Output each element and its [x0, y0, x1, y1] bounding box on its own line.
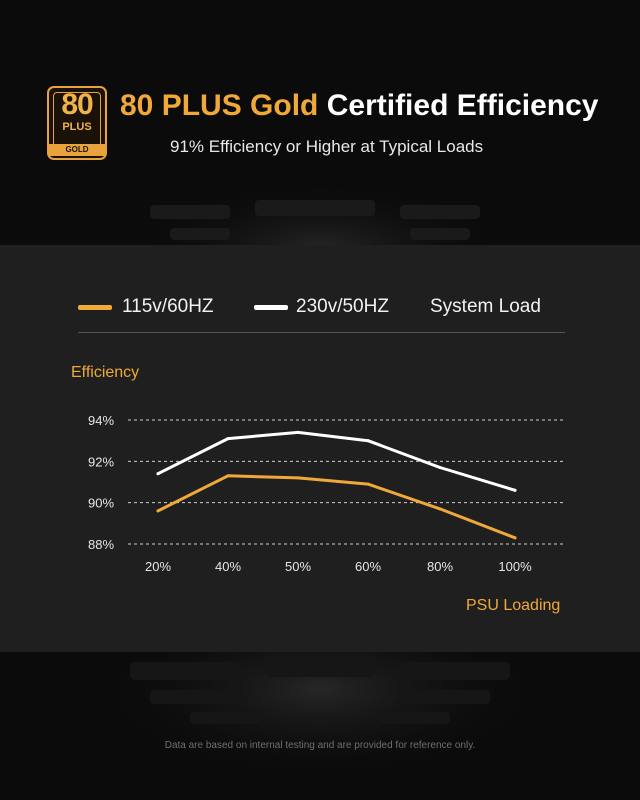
- legend-label-system-load: System Load: [430, 296, 541, 317]
- series-0-point-1: [226, 474, 230, 478]
- legend-swatch-230v: [254, 305, 288, 310]
- series-1-point-5: [513, 488, 517, 492]
- badge-number: 80: [61, 88, 93, 121]
- series-0-point-4: [438, 507, 442, 511]
- y-tick-label-3: 94%: [88, 413, 114, 428]
- series-0-point-3: [366, 482, 370, 486]
- badge-grade: GOLD: [49, 144, 105, 156]
- x-tick-label-2: 50%: [285, 559, 311, 574]
- page-title: 80 PLUS Gold Certified Efficiency: [120, 88, 598, 124]
- x-axis-title: PSU Loading: [466, 597, 561, 614]
- title-white: Certified Efficiency: [326, 89, 599, 122]
- series-1-point-2: [296, 430, 300, 434]
- series-line-1: [156, 430, 517, 492]
- x-tick-label-0: 20%: [145, 559, 171, 574]
- chart-legend: 115v/60HZ 230v/50HZ System Load: [78, 293, 565, 321]
- y-tick-label-1: 90%: [88, 496, 114, 511]
- series-1-point-1: [226, 437, 230, 441]
- series-1-point-0: [156, 472, 160, 476]
- legend-item-system-load: System Load: [430, 293, 541, 321]
- series-0-point-0: [156, 509, 160, 513]
- series-1-point-3: [366, 439, 370, 443]
- header: 80 PLUS GOLD 80 PLUS Gold Certified Effi…: [0, 0, 640, 245]
- legend-label-115v: 115v/60HZ: [122, 296, 214, 317]
- series-1-point-4: [438, 466, 442, 470]
- legend-label-230v: 230v/50HZ: [296, 296, 389, 317]
- series-0-point-2: [296, 476, 300, 480]
- chart-panel: [0, 245, 640, 652]
- 80-plus-gold-badge-icon: 80 PLUS GOLD: [47, 86, 107, 160]
- x-tick-label-4: 80%: [427, 559, 453, 574]
- title-gold: 80 PLUS Gold: [120, 89, 319, 122]
- footnote: Data are based on internal testing and a…: [164, 740, 476, 751]
- legend-swatch-115v: [78, 305, 112, 310]
- x-tick-label-3: 60%: [355, 559, 381, 574]
- legend-divider: [78, 332, 565, 333]
- x-tick-label-1: 40%: [215, 559, 241, 574]
- x-tick-label-5: 100%: [498, 559, 532, 574]
- y-axis-title: Efficiency: [71, 364, 140, 381]
- y-tick-label-0: 88%: [88, 537, 114, 552]
- y-tick-label-2: 92%: [88, 454, 114, 469]
- series-line-0: [156, 474, 517, 540]
- badge-plus: PLUS: [62, 121, 92, 133]
- series-0-point-5: [513, 536, 517, 540]
- page-subtitle: 91% Efficiency or Higher at Typical Load…: [170, 137, 484, 156]
